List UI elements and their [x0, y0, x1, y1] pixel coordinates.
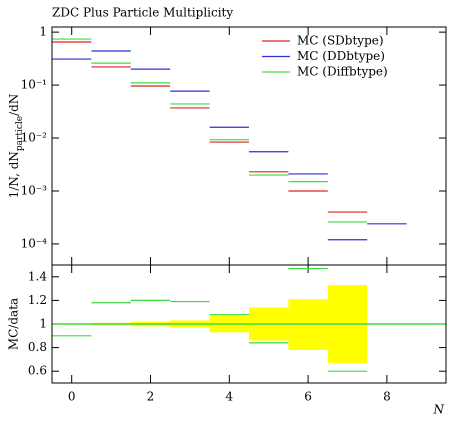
- ratio-frame: [51, 264, 447, 384]
- y-tick-label: 1.2: [28, 293, 47, 307]
- y-tick-label: 1.4: [28, 269, 47, 283]
- legend-label: MC (Diffbtype): [297, 65, 388, 79]
- y-tick-label: 10⁻⁴: [21, 236, 48, 250]
- y-label-end: /dN: [7, 94, 21, 116]
- y-axis-label: 1/N, dNparticle/dN: [7, 94, 25, 199]
- y-tick-label: 1: [39, 317, 47, 331]
- y-label-sub: particle: [15, 116, 25, 151]
- y-tick-label: 1: [39, 25, 47, 39]
- y-tick-label: 0.6: [28, 364, 47, 378]
- legend-label: MC (DDbtype): [297, 49, 385, 63]
- y-tick-label: 0.8: [28, 340, 47, 354]
- y-tick-label: 10⁻³: [21, 183, 48, 197]
- x-tick-label: 2: [147, 390, 155, 404]
- x-tick-label: 6: [304, 390, 312, 404]
- ratio-y-label: MC/data: [7, 298, 21, 350]
- x-tick-label: 0: [68, 390, 76, 404]
- x-axis-label: N: [433, 403, 445, 417]
- legend-label: MC (SDbtype): [297, 34, 384, 48]
- x-tick-label: 4: [225, 390, 233, 404]
- chart-title: ZDC Plus Particle Multiplicity: [52, 6, 233, 20]
- y-label-main: 1/N, dN: [7, 151, 21, 198]
- plot-area: 10⁻⁴ 10⁻³ 10⁻² 10⁻¹ 1 MC (SDbtype)MC (DDbtype…: [21, 25, 446, 404]
- y-tick-label: 10⁻¹: [21, 78, 47, 92]
- x-tick-label: 8: [383, 390, 391, 404]
- y-tick-label: 10⁻²: [21, 131, 48, 145]
